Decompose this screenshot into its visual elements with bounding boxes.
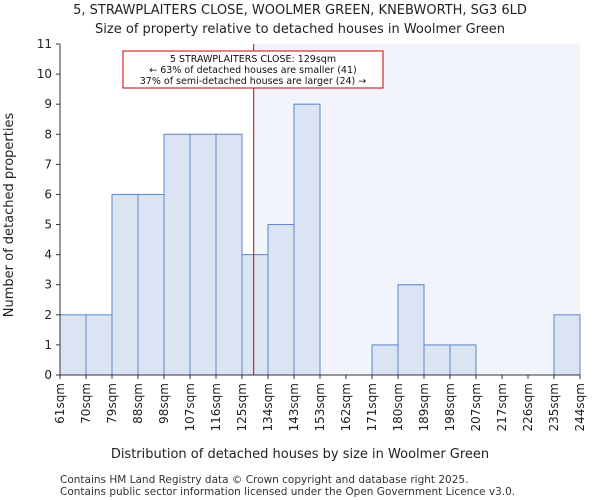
y-tick-label: 3 (44, 278, 52, 292)
bar (241, 254, 269, 376)
annotation-line: 5 STRAWPLAITERS CLOSE: 129sqm (170, 54, 336, 65)
y-axis-label: Number of detached properties (2, 113, 17, 318)
bar (215, 133, 243, 376)
x-tick-label: 70sqm (79, 383, 93, 424)
bar (397, 284, 425, 376)
bar (293, 103, 321, 376)
x-tick-label: 171sqm (365, 383, 379, 431)
footer-line-1: Contains HM Land Registry data © Crown c… (60, 474, 468, 486)
x-tick-label: 153sqm (313, 383, 327, 431)
chart-subtitle: Size of property relative to detached ho… (95, 22, 505, 37)
bar (371, 344, 399, 376)
x-tick-label: 217sqm (495, 383, 509, 431)
x-tick-label: 134sqm (261, 383, 275, 431)
x-tick-label: 244sqm (573, 383, 587, 431)
x-tick-label: 116sqm (209, 383, 223, 431)
x-tick-label: 61sqm (53, 383, 67, 424)
x-tick-label: 198sqm (443, 383, 457, 431)
x-axis-label: Distribution of detached houses by size … (111, 447, 489, 462)
bar (449, 344, 477, 376)
bar (111, 193, 139, 376)
y-tick-label: 9 (44, 97, 52, 111)
footer-line-2: Contains public sector information licen… (60, 486, 515, 498)
y-tick-label: 4 (44, 248, 52, 262)
y-tick-label: 5 (44, 218, 52, 232)
y-tick-label: 8 (44, 127, 52, 141)
y-tick-label: 1 (44, 338, 52, 352)
x-tick-label: 143sqm (287, 383, 301, 431)
x-tick-label: 180sqm (391, 383, 405, 431)
x-tick-label: 125sqm (235, 383, 249, 431)
bar (137, 193, 165, 376)
x-tick-label: 162sqm (339, 383, 353, 431)
bar (267, 224, 295, 376)
y-tick-label: 7 (44, 157, 52, 171)
y-tick-label: 10 (37, 67, 52, 81)
annotation-line: 37% of semi-detached houses are larger (… (140, 76, 367, 87)
bar (85, 314, 113, 376)
x-tick-label: 107sqm (183, 383, 197, 431)
y-tick-label: 6 (44, 187, 52, 201)
x-tick-label: 79sqm (105, 383, 119, 424)
x-tick-label: 235sqm (547, 383, 561, 431)
plot-area: 0 1 2 3 4 5 6 7 8 9 10 11 61sqm 70sqm 79sqm 88sqm 98sqm 1… (37, 37, 587, 431)
bar (59, 314, 87, 376)
x-tick-label: 207sqm (469, 383, 483, 431)
chart-title: 5, STRAWPLAITERS CLOSE, WOOLMER GREEN, K… (73, 3, 527, 18)
bar (163, 133, 191, 376)
y-tick-label: 11 (37, 37, 52, 51)
y-tick-label: 2 (44, 308, 52, 322)
annotation-line: ← 63% of detached houses are smaller (41… (149, 65, 356, 76)
bar (553, 314, 581, 376)
bar (189, 133, 217, 376)
y-tick-label: 0 (44, 368, 52, 382)
x-tick-label: 189sqm (417, 383, 431, 431)
x-tick-label: 226sqm (521, 383, 535, 431)
bar (423, 344, 451, 376)
x-tick-label: 98sqm (157, 383, 171, 424)
x-tick-label: 88sqm (131, 383, 145, 424)
annotation-box (122, 50, 384, 89)
